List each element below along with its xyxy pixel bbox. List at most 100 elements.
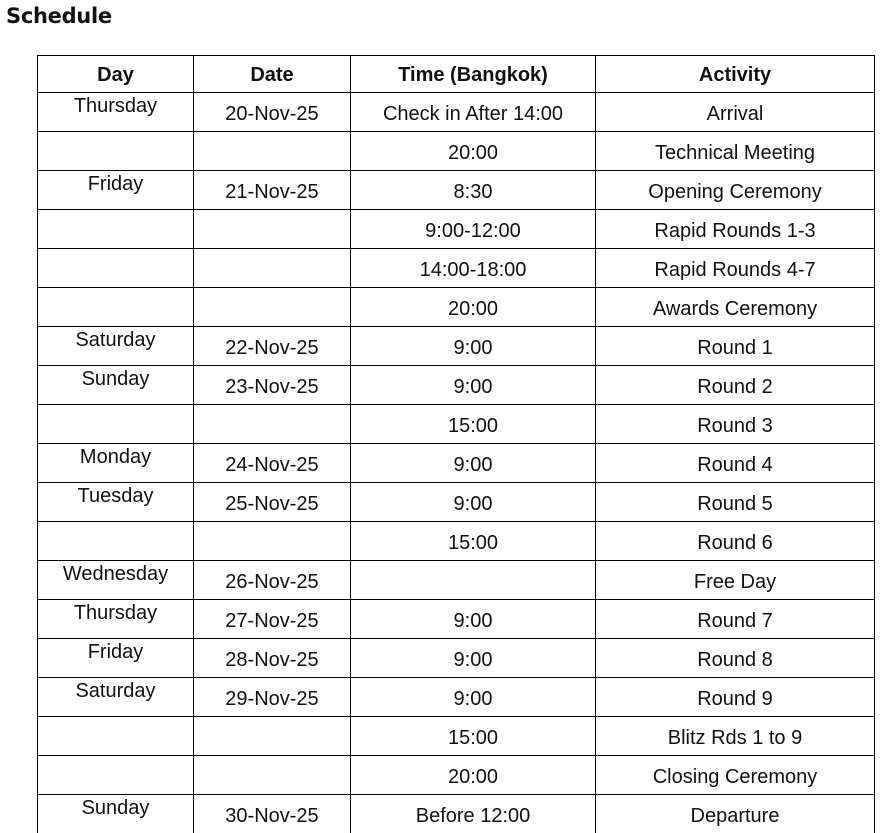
activity-cell: Arrival xyxy=(596,93,875,132)
time-cell xyxy=(351,561,596,600)
day-cell xyxy=(38,405,194,444)
activity-cell: Round 1 xyxy=(596,327,875,366)
day-cell: Friday xyxy=(38,639,194,678)
activity-cell: Round 8 xyxy=(596,639,875,678)
activity-cell: Round 3 xyxy=(596,405,875,444)
day-cell: Sunday xyxy=(38,366,194,405)
activity-cell: Round 7 xyxy=(596,600,875,639)
date-cell: 30-Nov-25 xyxy=(194,795,351,833)
activity-cell: Blitz Rds 1 to 9 xyxy=(596,717,875,756)
date-cell xyxy=(194,210,351,249)
day-cell: Thursday xyxy=(38,93,194,132)
activity-cell: Round 4 xyxy=(596,444,875,483)
date-cell: 21-Nov-25 xyxy=(194,171,351,210)
day-cell xyxy=(38,756,194,795)
day-cell: Tuesday xyxy=(38,483,194,522)
time-cell: 9:00 xyxy=(351,678,596,717)
date-cell xyxy=(194,249,351,288)
column-header-time: Time (Bangkok) xyxy=(351,56,596,93)
activity-cell: Opening Ceremony xyxy=(596,171,875,210)
time-cell: 9:00 xyxy=(351,366,596,405)
day-cell xyxy=(38,210,194,249)
date-cell xyxy=(194,522,351,561)
time-cell: 9:00-12:00 xyxy=(351,210,596,249)
activity-cell: Technical Meeting xyxy=(596,132,875,171)
date-cell: 25-Nov-25 xyxy=(194,483,351,522)
time-cell: 20:00 xyxy=(351,288,596,327)
day-cell: Saturday xyxy=(38,678,194,717)
date-cell xyxy=(194,717,351,756)
date-cell: 22-Nov-25 xyxy=(194,327,351,366)
day-cell: Friday xyxy=(38,171,194,210)
day-cell xyxy=(38,132,194,171)
time-cell: 20:00 xyxy=(351,756,596,795)
date-cell: 20-Nov-25 xyxy=(194,93,351,132)
date-cell xyxy=(194,132,351,171)
date-cell xyxy=(194,405,351,444)
time-cell: 15:00 xyxy=(351,717,596,756)
date-cell: 28-Nov-25 xyxy=(194,639,351,678)
day-cell xyxy=(38,522,194,561)
page-title: Schedule xyxy=(6,4,112,28)
time-cell: 9:00 xyxy=(351,483,596,522)
activity-cell: Closing Ceremony xyxy=(596,756,875,795)
schedule-table: Day Date Time (Bangkok) Activity Thursda… xyxy=(37,55,875,833)
activity-cell: Awards Ceremony xyxy=(596,288,875,327)
header-row: Day Date Time (Bangkok) Activity xyxy=(38,56,875,93)
day-cell: Thursday xyxy=(38,600,194,639)
day-cell: Sunday xyxy=(38,795,194,833)
column-header-activity: Activity xyxy=(596,56,875,93)
time-cell: 15:00 xyxy=(351,405,596,444)
time-cell: Check in After 14:00 xyxy=(351,93,596,132)
day-cell xyxy=(38,717,194,756)
activity-cell: Free Day xyxy=(596,561,875,600)
day-cell: Monday xyxy=(38,444,194,483)
time-cell: 20:00 xyxy=(351,132,596,171)
date-cell: 23-Nov-25 xyxy=(194,366,351,405)
activity-cell: Round 5 xyxy=(596,483,875,522)
date-cell xyxy=(194,288,351,327)
date-cell: 24-Nov-25 xyxy=(194,444,351,483)
time-cell: 9:00 xyxy=(351,327,596,366)
time-cell: 15:00 xyxy=(351,522,596,561)
time-cell: 8:30 xyxy=(351,171,596,210)
time-cell: 9:00 xyxy=(351,639,596,678)
date-cell: 26-Nov-25 xyxy=(194,561,351,600)
activity-cell: Rapid Rounds 4-7 xyxy=(596,249,875,288)
date-cell xyxy=(194,756,351,795)
time-cell: 9:00 xyxy=(351,444,596,483)
activity-cell: Rapid Rounds 1-3 xyxy=(596,210,875,249)
day-cell: Wednesday xyxy=(38,561,194,600)
column-header-day: Day xyxy=(38,56,194,93)
activity-cell: Round 2 xyxy=(596,366,875,405)
activity-cell: Round 9 xyxy=(596,678,875,717)
time-cell: Before 12:00 xyxy=(351,795,596,833)
day-cell: Saturday xyxy=(38,327,194,366)
date-cell: 27-Nov-25 xyxy=(194,600,351,639)
day-cell xyxy=(38,288,194,327)
activity-cell: Departure xyxy=(596,795,875,833)
day-cell xyxy=(38,249,194,288)
date-cell: 29-Nov-25 xyxy=(194,678,351,717)
column-header-date: Date xyxy=(194,56,351,93)
activity-cell: Round 6 xyxy=(596,522,875,561)
time-cell: 14:00-18:00 xyxy=(351,249,596,288)
